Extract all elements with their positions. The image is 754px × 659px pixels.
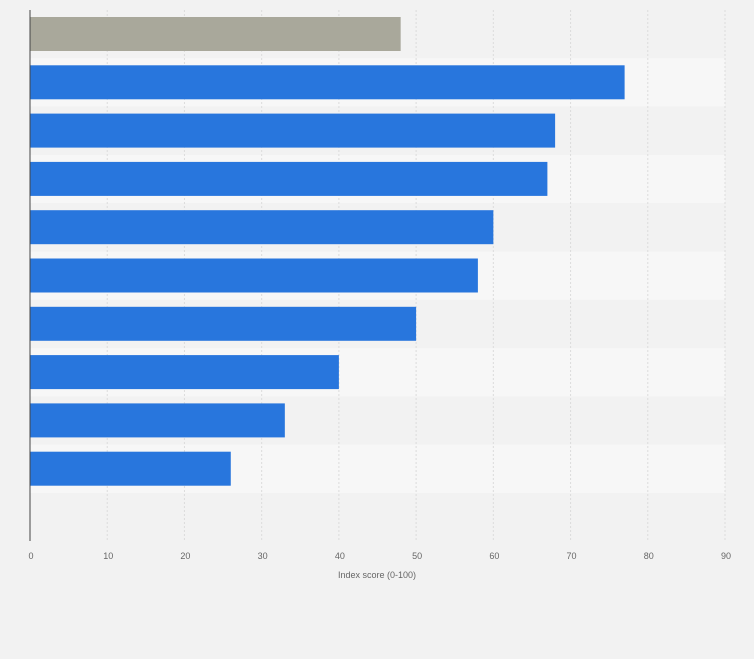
x-tick-label: 30 <box>258 551 268 561</box>
bar <box>30 306 417 341</box>
x-tick-label: 0 <box>28 551 33 561</box>
x-tick-label: 60 <box>489 551 499 561</box>
x-tick-label: 80 <box>644 551 654 561</box>
x-axis-ticks: 0 10 20 30 40 50 60 70 80 90 <box>28 551 731 561</box>
bar <box>30 451 231 486</box>
x-tick-label: 90 <box>721 551 731 561</box>
x-tick-label: 20 <box>180 551 190 561</box>
x-tick-label: 70 <box>567 551 577 561</box>
x-tick-label: 50 <box>412 551 422 561</box>
bars <box>30 17 625 486</box>
bar <box>30 403 285 438</box>
x-tick-label: 10 <box>103 551 113 561</box>
bar <box>30 258 478 293</box>
bar <box>30 161 548 196</box>
x-tick-label: 40 <box>335 551 345 561</box>
bar <box>30 113 556 148</box>
bar <box>30 210 494 245</box>
bar <box>30 355 339 390</box>
bar-highlighted <box>30 17 401 51</box>
row-band <box>30 493 725 542</box>
bar <box>30 65 625 100</box>
x-axis-title: Index score (0-100) <box>338 570 416 580</box>
